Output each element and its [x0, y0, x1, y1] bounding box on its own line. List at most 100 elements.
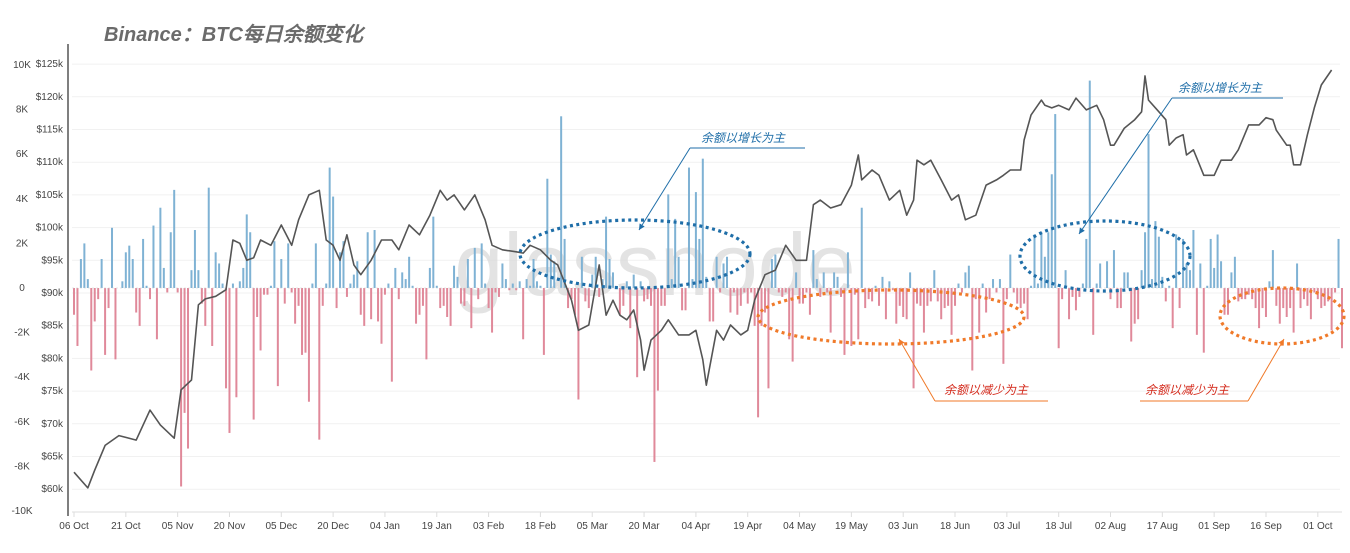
- inflow-bar: [456, 276, 459, 288]
- outflow-bar: [421, 288, 424, 306]
- inflow-bar: [967, 265, 970, 288]
- inflow-bar: [231, 283, 234, 288]
- inflow-bar: [670, 279, 673, 288]
- outflow-bar: [363, 288, 366, 326]
- inflow-bar: [408, 256, 411, 288]
- outflow-bar: [618, 288, 621, 315]
- flow-tick-label: 6K: [16, 149, 29, 160]
- outflow-bar: [1078, 288, 1081, 297]
- outflow-bar: [656, 288, 659, 391]
- outflow-bar: [781, 288, 784, 297]
- inflow-bar: [349, 283, 352, 288]
- inflow-bar: [1199, 263, 1202, 288]
- inflow-bar: [909, 272, 912, 288]
- inflow-bar: [1213, 267, 1216, 288]
- flow-tick-label: 2K: [16, 238, 29, 249]
- inflow-bar: [701, 158, 704, 288]
- inflow-bar: [124, 252, 127, 288]
- outflow-bar: [301, 288, 304, 355]
- inflow-bar: [79, 259, 82, 288]
- outflow-bar: [708, 288, 711, 322]
- inflow-bar: [121, 281, 124, 288]
- inflow-bar: [1168, 285, 1171, 288]
- outflow-bar: [290, 288, 293, 293]
- inflow-bar: [1036, 283, 1039, 288]
- inflow-bar: [152, 225, 155, 288]
- inflow-bar: [214, 252, 217, 288]
- inflow-bar: [525, 279, 528, 288]
- inflow-bar: [846, 252, 849, 288]
- outflow-bar: [1178, 288, 1181, 309]
- inflow-bar: [1157, 236, 1160, 288]
- outflow-bar: [307, 288, 310, 402]
- x-tick-label: 04 Jan: [370, 521, 400, 532]
- outflow-bar: [732, 288, 735, 293]
- outflow-bar: [902, 288, 905, 317]
- inflow-bar: [822, 272, 825, 288]
- outflow-bar: [370, 288, 373, 320]
- outflow-bar: [1019, 288, 1022, 309]
- outflow-bar: [508, 288, 511, 291]
- outflow-bar: [107, 288, 110, 309]
- inflow-bar: [1140, 270, 1143, 288]
- outflow-bar: [93, 288, 96, 322]
- inflow-bar: [1009, 254, 1012, 288]
- outflow-bar: [497, 288, 500, 297]
- inflow-bar: [933, 270, 936, 288]
- inflow-bar: [1088, 80, 1091, 288]
- inflow-bar: [473, 247, 476, 288]
- outflow-bar: [912, 288, 915, 389]
- inflow-bar: [428, 267, 431, 288]
- inflow-bar: [705, 276, 708, 288]
- outflow-bar: [746, 288, 749, 304]
- outflow-bar: [166, 288, 169, 293]
- outflow-bar: [988, 288, 991, 300]
- inflow-bar: [580, 256, 583, 288]
- outflow-bar: [895, 288, 898, 324]
- outflow-bar: [577, 288, 580, 400]
- outflow-bar: [294, 288, 297, 324]
- outflow-bar: [415, 288, 418, 324]
- annotation-arrow: [1078, 97, 1173, 235]
- outflow-bar: [1285, 288, 1288, 317]
- inflow-bar: [269, 285, 272, 288]
- outflow-bar: [155, 288, 158, 340]
- outflow-bar: [878, 288, 881, 306]
- outflow-bar: [660, 288, 663, 306]
- inflow-bar: [1112, 250, 1115, 288]
- chart-title: Binance：BTC每日余额变化: [104, 24, 363, 46]
- inflow-bar: [401, 272, 404, 288]
- inflow-bar: [998, 279, 1001, 288]
- inflow-bar: [881, 276, 884, 288]
- inflow-bar: [553, 261, 556, 288]
- inflow-bar: [518, 281, 521, 288]
- outflow-bar: [187, 288, 190, 449]
- inflow-bar: [535, 281, 538, 288]
- inflow-bar: [1209, 238, 1212, 288]
- outflow-bar: [397, 288, 400, 300]
- inflow-bar: [1192, 230, 1195, 288]
- inflow-bar: [1175, 234, 1178, 288]
- outflow-bar: [750, 288, 753, 293]
- inflow-bar: [162, 267, 165, 288]
- outflow-bar: [1334, 288, 1337, 293]
- outflow-bar: [929, 288, 932, 302]
- outflow-bar: [1061, 288, 1064, 300]
- inflow-bar: [560, 116, 563, 288]
- inflow-bar: [249, 232, 252, 288]
- outflow-bar: [1092, 288, 1095, 335]
- inflow-bar: [1126, 272, 1129, 288]
- inflow-bar: [352, 274, 355, 288]
- inflow-bar: [563, 238, 566, 288]
- outflow-bar: [819, 288, 822, 297]
- inflow-bar: [142, 238, 145, 288]
- outflow-bar: [587, 288, 590, 309]
- annotation-label: 余额以减少为主: [1145, 383, 1230, 397]
- inflow-bar: [549, 254, 552, 288]
- outflow-bar: [940, 288, 943, 320]
- inflow-bar: [373, 230, 376, 288]
- outflow-bar: [971, 288, 974, 371]
- inflow-bar: [190, 270, 193, 288]
- outflow-bar: [646, 288, 649, 300]
- outflow-bar: [515, 288, 518, 291]
